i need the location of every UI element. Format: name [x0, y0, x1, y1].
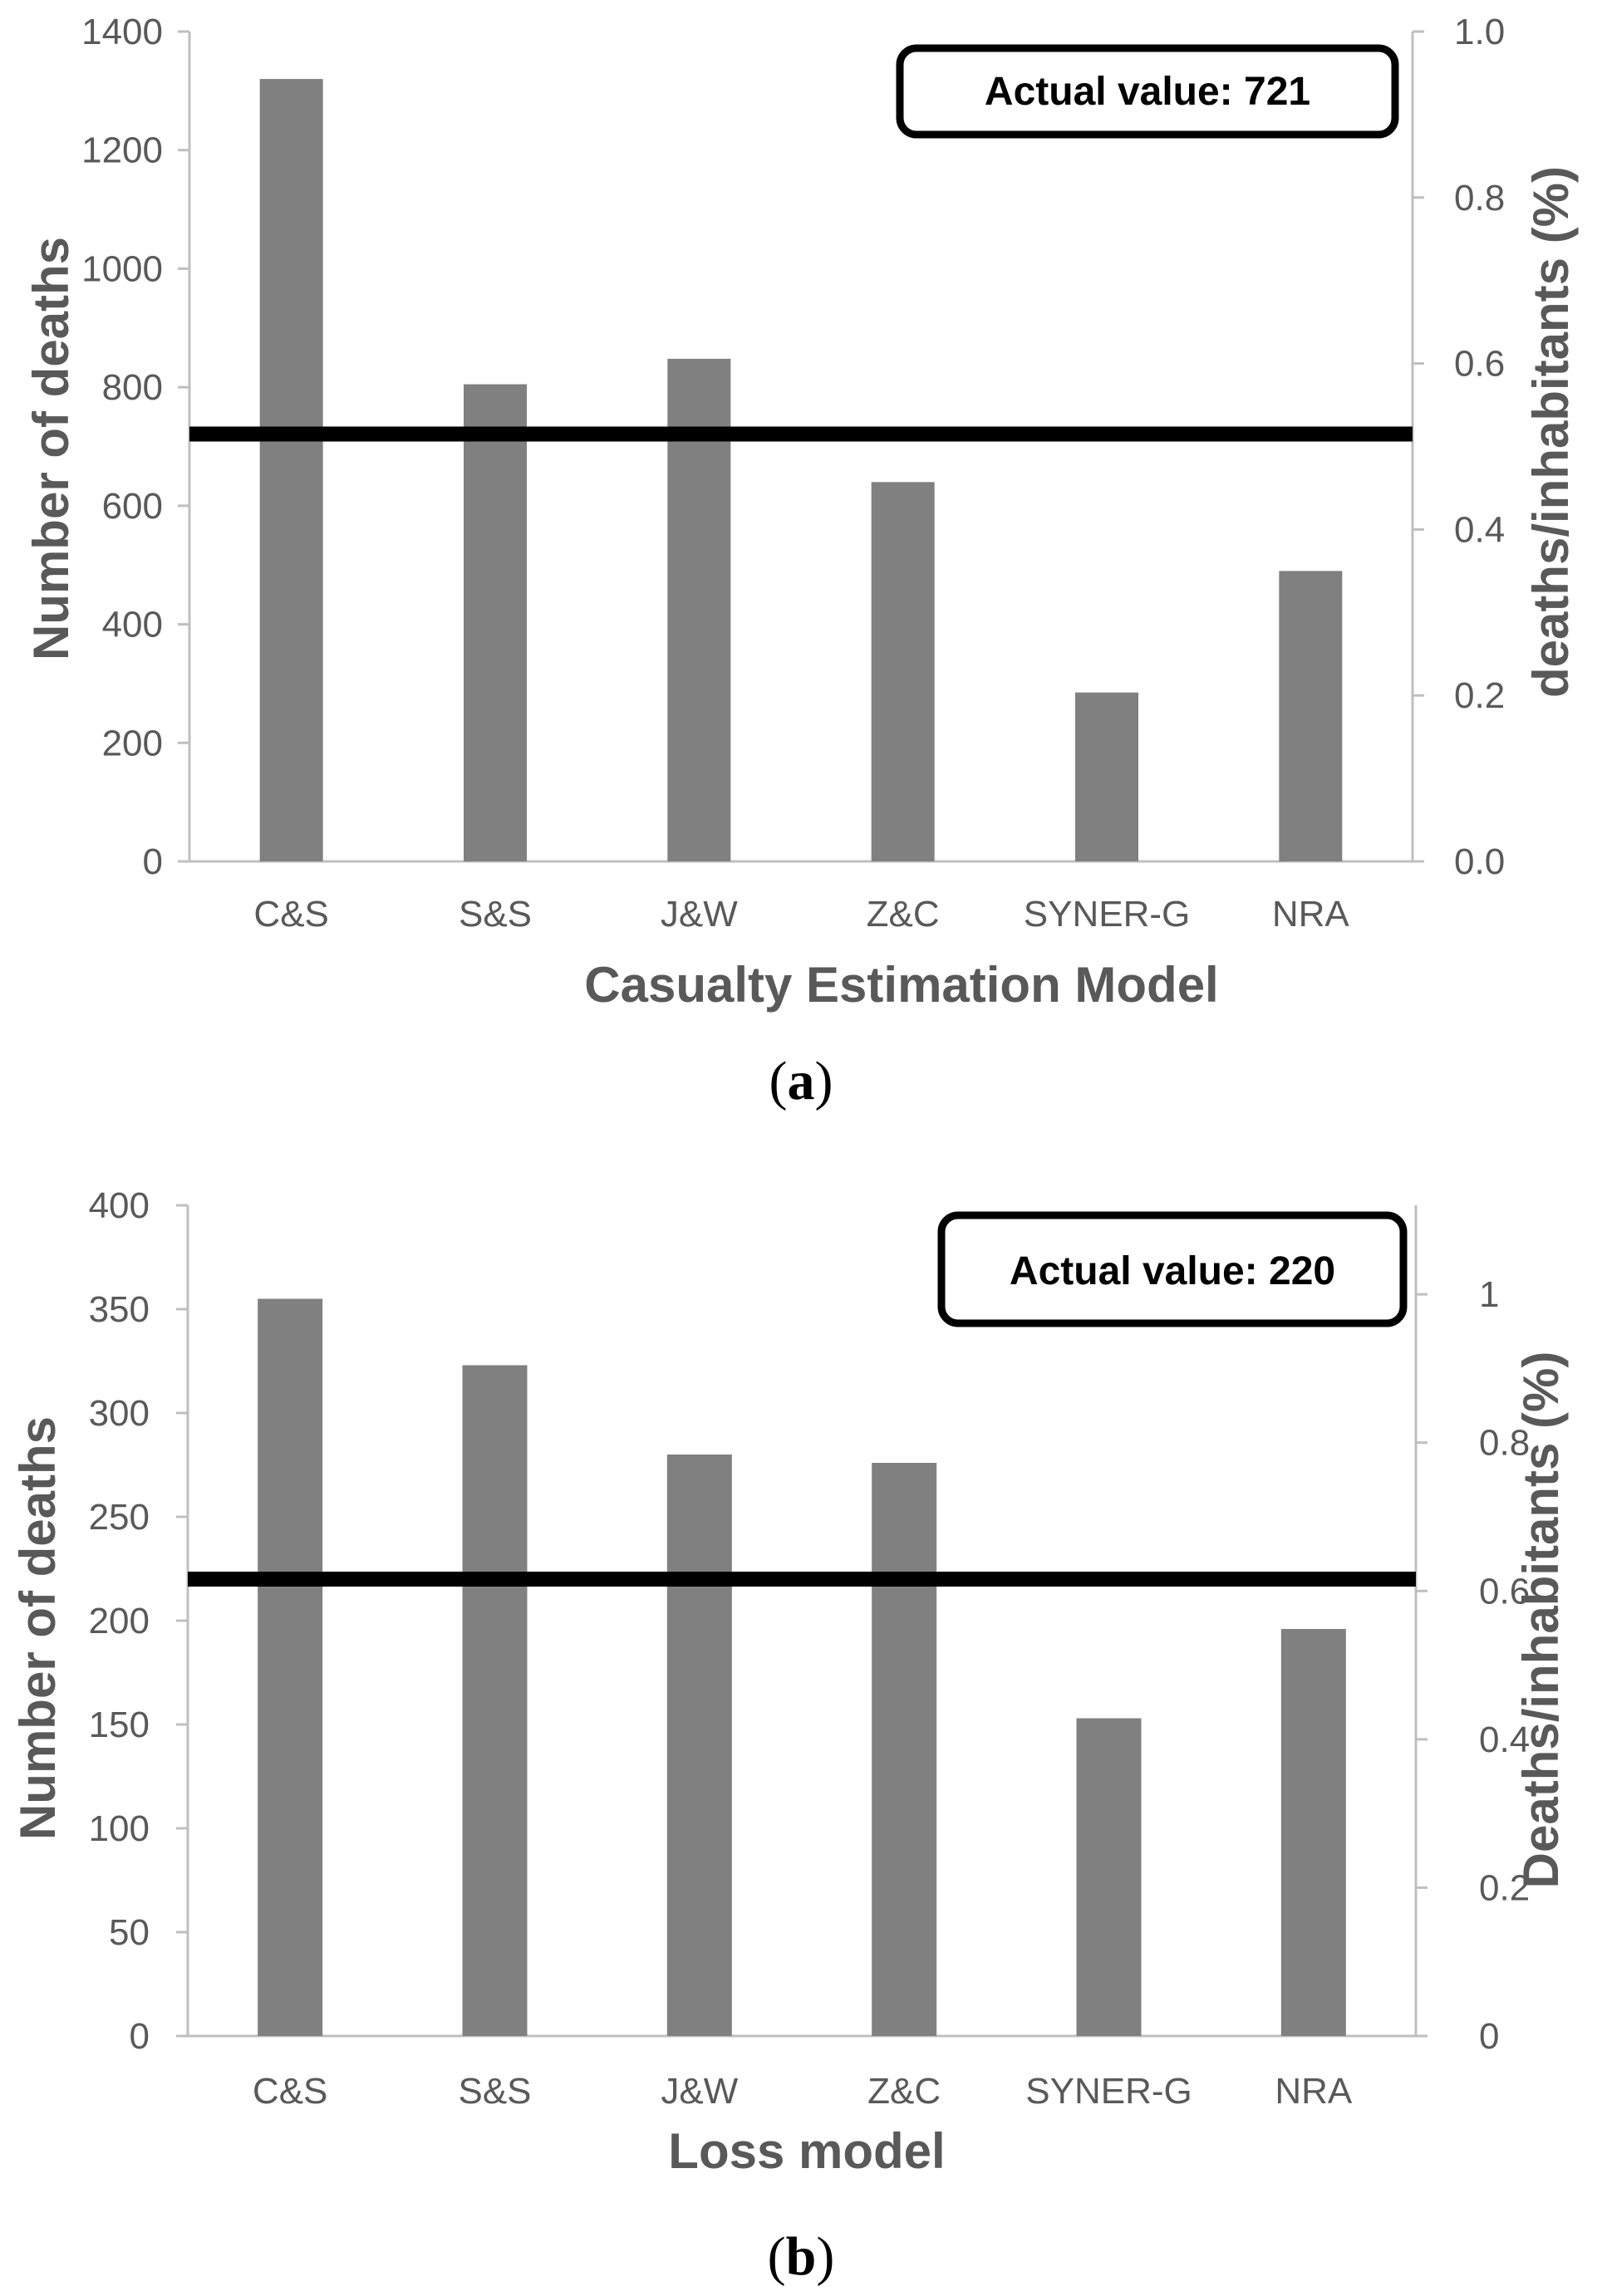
chart-a-y-tick-label: 200 — [102, 723, 163, 763]
chart-b-annotation-text: Actual value: 220 — [1010, 1249, 1335, 1293]
chart-a-bar — [259, 79, 323, 862]
chart-a-y2-tick-label: 0.8 — [1454, 178, 1505, 218]
chart-b-y-tick-label: 350 — [89, 1289, 150, 1330]
chart-a-bar — [1075, 692, 1138, 861]
chart-b-y-tick-label: 250 — [89, 1497, 150, 1538]
chart-b-bar — [258, 1298, 323, 2036]
chart-a-category-label: SYNER-G — [1024, 894, 1190, 935]
chart-a-y-tick-label: 1000 — [81, 248, 163, 289]
chart-b-y-tick-label: 400 — [89, 1185, 150, 1226]
chart-a-annotation-box — [896, 44, 1399, 139]
chart-b-y-tick-label: 100 — [89, 1808, 150, 1849]
chart-a-category-label: Z&C — [867, 894, 940, 935]
chart-a-y2-tick-label: 0.2 — [1454, 675, 1505, 716]
chart-b-x-axis-title: Loss model — [668, 2123, 945, 2179]
chart-b-category-label: SYNER-G — [1025, 2071, 1192, 2112]
chart-panel-b: 0 50 100 150 200 250 300 350 400 0 0.2 0.4 0.6 0.8 1 C&… — [10, 1185, 1569, 2287]
chart-b-annotation-box — [937, 1211, 1408, 1327]
chart-b-y-tick-label: 150 — [89, 1705, 150, 1745]
chart-a-x-axis-title: Casualty Estimation Model — [584, 957, 1218, 1013]
chart-b-category-label: NRA — [1275, 2071, 1353, 2112]
chart-b-y-tick-label: 0 — [130, 2016, 150, 2057]
chart-b-category-label: S&S — [458, 2071, 531, 2112]
chart-a-y-tick-label: 0 — [143, 841, 163, 882]
chart-b-y-tick-label: 50 — [109, 1912, 150, 1953]
chart-a-y2-tick-label: 0.6 — [1454, 344, 1505, 385]
chart-a-y-tick-label: 400 — [102, 605, 163, 645]
chart-a-annotation-text: Actual value: 721 — [985, 70, 1310, 114]
chart-a-y-tick-label: 800 — [102, 367, 163, 408]
chart-b-y-tick-label: 300 — [89, 1393, 150, 1434]
chart-a-bar — [1279, 571, 1343, 861]
chart-b-y2-axis-title: Deaths/inhabitants (%) — [1513, 1352, 1569, 1889]
chart-a-y-tick-label: 1200 — [81, 130, 163, 171]
chart-a-category-label: J&W — [661, 894, 738, 935]
chart-a-panel-letter: a — [788, 1051, 815, 1111]
chart-b-y2-tick-label: 0.8 — [1479, 1423, 1530, 1464]
chart-b-category-label: C&S — [253, 2071, 327, 2112]
chart-a-bar — [871, 482, 935, 861]
chart-a-category-label: C&S — [253, 894, 328, 935]
chart-b-category-label: J&W — [661, 2071, 738, 2112]
chart-a-marks: 0 200 400 600 800 1000 1200 1400 0.0 0.2 0.4 0.6 0.8… — [81, 12, 1505, 935]
chart-panel-a: 0 200 400 600 800 1000 1200 1400 0.0 0.2 0.4 0.6 0.8… — [23, 12, 1579, 1111]
chart-b-y2-tick-label: 0.6 — [1479, 1571, 1530, 1612]
chart-b-y2-tick-label: 0.4 — [1479, 1720, 1530, 1760]
chart-b-y2-tick-label: 0.2 — [1479, 1867, 1530, 1908]
chart-b-marks: 0 50 100 150 200 250 300 350 400 0 0.2 0.4 0.6 0.8 1 C&… — [89, 1185, 1531, 2112]
chart-a-panel-label: (a) — [769, 1051, 833, 1111]
chart-b-bar — [666, 1455, 732, 2036]
chart-b-category-label: Z&C — [867, 2071, 941, 2112]
chart-b-bar — [1280, 1629, 1346, 2036]
chart-a-y2-axis-title: deaths/inhabitants (%) — [1523, 166, 1579, 698]
chart-a-y2-tick-label: 0.0 — [1454, 841, 1505, 882]
chart-a-y-tick-label: 600 — [102, 486, 163, 527]
chart-a-y-tick-label: 1400 — [81, 12, 163, 52]
chart-b-y-axis-title: Number of deaths — [10, 1416, 66, 1840]
chart-b-panel-label: (b) — [768, 2226, 835, 2287]
chart-a-y-axis-title: Number of deaths — [23, 237, 79, 660]
chart-a-y2-tick-label: 0.4 — [1454, 509, 1505, 550]
chart-b-bar — [872, 1463, 937, 2036]
chart-a-bar — [464, 384, 527, 861]
chart-a-bar — [667, 358, 731, 861]
chart-b-panel-letter: b — [786, 2226, 817, 2287]
chart-b-y-tick-label: 200 — [89, 1601, 150, 1641]
chart-b-bar — [462, 1365, 528, 2036]
chart-b-y2-tick-label: 1 — [1479, 1274, 1499, 1315]
chart-a-category-label: S&S — [459, 894, 532, 935]
chart-b-bar — [1076, 1718, 1142, 2036]
chart-a-category-label: NRA — [1272, 894, 1350, 935]
chart-a-y2-tick-label: 1.0 — [1454, 12, 1505, 52]
chart-b-y2-tick-label: 0 — [1479, 2016, 1499, 2057]
